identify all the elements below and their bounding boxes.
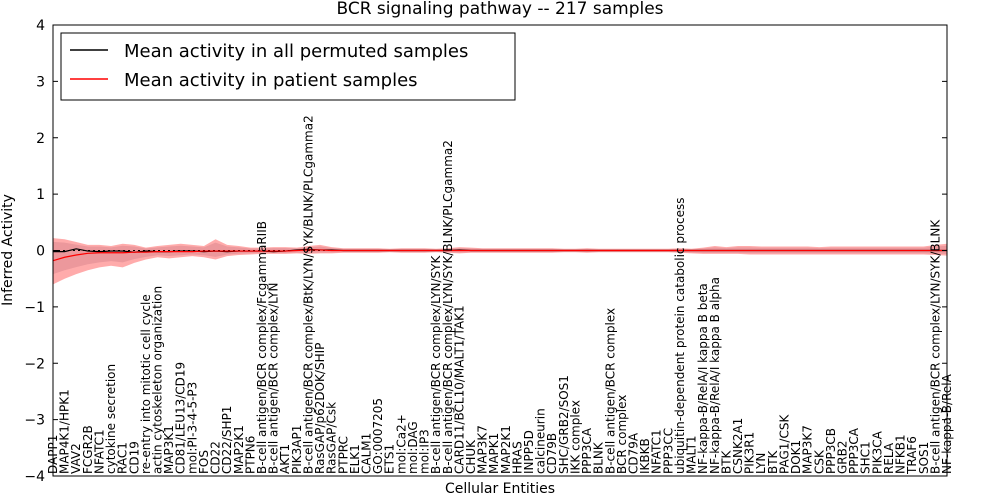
category-label: B-cell antigen/BCR complex — [603, 308, 617, 474]
category-label: PIK3R1 — [743, 432, 757, 474]
category-label: PPP3CA — [847, 427, 861, 474]
category-label: B-cell antigen/BCR complex/BtK/LYN/SYK/B… — [301, 115, 315, 474]
category-label: re-entry into mitotic cell cycle — [139, 294, 153, 474]
category-label: PTPRC — [336, 436, 350, 474]
y-tick-label: −3 — [24, 413, 45, 429]
category-label: PTPN6 — [243, 436, 257, 474]
band-layer — [53, 238, 947, 285]
chart-title: BCR signaling pathway -- 217 samples — [336, 0, 663, 19]
category-label: CD81/LEU13/CD19 — [174, 362, 188, 474]
category-label: AKT1 — [278, 444, 292, 474]
y-tick-label: −2 — [24, 356, 45, 372]
category-label: CD79A — [627, 432, 641, 474]
category-label: NFKB1 — [894, 434, 908, 474]
category-label: CHUK — [464, 439, 478, 474]
series-line-patient — [52, 249, 947, 262]
legend-box — [60, 32, 516, 101]
category-label: GO:0007205 — [371, 398, 385, 474]
category-label: B-cell antigen/BCR complex/LYN/SYK/BLNK — [928, 219, 942, 474]
category-label: B-cell antigen/BCR complex/LYN — [267, 282, 281, 474]
y-tick-label: 4 — [36, 18, 45, 34]
category-label: ETS1 — [383, 444, 397, 474]
y-tick-label: −4 — [24, 469, 45, 485]
y-tick-label: 3 — [36, 74, 45, 90]
y-tick-label: 2 — [36, 131, 45, 147]
category-label: DOK1 — [789, 440, 803, 474]
category-label: SOS1 — [917, 442, 931, 474]
category-label: B-cell antigen/BCR complex/LYN/SYK — [429, 254, 443, 474]
category-label: NF-kappa-B/RelA/I kappa B alpha — [708, 277, 722, 474]
category-label: MAP2K1 — [499, 425, 513, 474]
category-label: MAP3K1 — [162, 425, 176, 474]
category-label: FCGR2B — [81, 425, 95, 474]
category-label: CD79B — [545, 433, 559, 474]
category-label: NFATC1 — [92, 429, 106, 474]
category-label: CD22 — [209, 441, 223, 474]
category-label: mol:DAG — [406, 421, 420, 474]
category-label: PPP3CB — [824, 428, 838, 474]
category-label: cytokine secretion — [104, 364, 118, 474]
patient-band — [53, 238, 947, 285]
category-label: B-cell antigen/BCR complex/LYN/SYK/BLNK/… — [441, 140, 455, 474]
category-label: CARD11/BCL10/MALT1/TAK1 — [452, 305, 466, 474]
category-label: CD19 — [127, 441, 141, 474]
category-label: INPP5D — [522, 430, 536, 474]
category-label: RasGAP/Csk — [325, 402, 339, 474]
legend-label-patient: Mean activity in patient samples — [124, 70, 418, 91]
category-label: ubiquitin-dependent protein catabolic pr… — [673, 198, 687, 474]
category-label: PPP3CA — [580, 427, 594, 474]
category-label: SHC/GRB2/SOS1 — [557, 375, 571, 474]
line-layer — [52, 248, 947, 262]
category-label: B-cell antigen/BCR complex/FcgammaRIIB — [255, 221, 269, 474]
x-axis-label: Cellular Entities — [445, 481, 555, 497]
category-label: GRB2 — [836, 440, 850, 474]
category-label: RELA — [882, 442, 896, 474]
category-labels: DAPP1MAP4K1/HPK1VAV2FCGR2BNFATC1cytokine… — [46, 115, 954, 475]
category-label: RAC1 — [116, 442, 130, 474]
y-tick-label: −1 — [24, 300, 45, 316]
category-label: CSK — [812, 449, 826, 474]
category-label: MAP4K1/HPK1 — [58, 389, 72, 474]
category-label: RasGAP/p62DOK/SHIP — [313, 343, 327, 474]
category-label: FOS — [197, 450, 211, 474]
category-label: BTK — [766, 449, 780, 474]
category-label: CALM1 — [359, 433, 373, 474]
category-label: SHC1 — [859, 441, 873, 474]
category-label: mol:IP3 — [418, 429, 432, 474]
category-label: LYN — [754, 453, 768, 474]
legend: Mean activity in all permuted samples Me… — [60, 32, 516, 101]
category-label: HRAS — [510, 441, 524, 474]
category-label: MAP3K7 — [801, 425, 815, 474]
category-label: PPP3CC — [661, 428, 675, 474]
category-label: PIK3AP1 — [290, 425, 304, 474]
category-label: PAG1/CSK — [777, 414, 791, 474]
category-label: TRAF6 — [905, 436, 919, 475]
category-label: VAV2 — [69, 443, 83, 474]
category-label: actin cytoskeleton organization — [150, 286, 164, 474]
category-label: IKK complex — [568, 400, 582, 474]
y-tick-label: 1 — [36, 187, 45, 203]
category-label: MAP2K1 — [232, 425, 246, 474]
category-label: calcineurin — [534, 408, 548, 474]
category-label: CD22/SHP1 — [220, 406, 234, 474]
category-label: mol:PI-3-4-5-P3 — [185, 382, 199, 474]
category-label: BTK — [719, 449, 733, 474]
category-label: MALT1 — [685, 435, 699, 474]
category-label: PIK3CA — [870, 430, 884, 474]
y-tick-label: 0 — [36, 244, 45, 260]
y-axis: −4 −3 −2 −1 0 1 2 3 4 — [24, 18, 947, 485]
category-label: NFATC1 — [650, 429, 664, 474]
category-label: mol:Ca2+ — [394, 414, 408, 474]
category-label: MAP3K7 — [476, 425, 490, 474]
legend-label-permuted: Mean activity in all permuted samples — [124, 41, 468, 62]
category-label: IKBKB — [638, 438, 652, 474]
category-label: MAPK1 — [487, 433, 501, 474]
category-label: ELK1 — [348, 444, 362, 474]
y-axis-label: Inferred Activity — [0, 194, 16, 306]
category-label: BLNK — [592, 441, 606, 474]
category-label: CSNK2A1 — [731, 418, 745, 474]
category-label: BCR complex — [615, 395, 629, 474]
category-label: NF-kappa-B/RelA/I kappa B beta — [696, 283, 710, 474]
